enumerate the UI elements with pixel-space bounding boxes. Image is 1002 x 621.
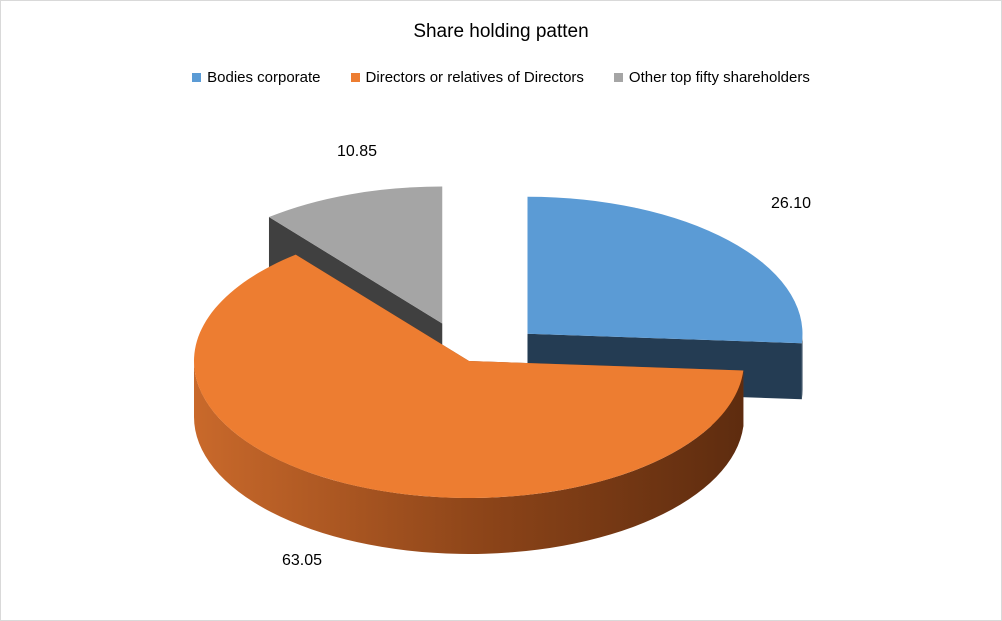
legend-swatch-other-top-fifty: [613, 73, 623, 82]
legend-entry-other-top-fifty: Other top fifty shareholders: [613, 69, 810, 86]
slice-directors: [193, 254, 744, 498]
data-label-directors: 63.05: [282, 552, 322, 569]
data-label-bodies-corporate: 26.10: [771, 195, 811, 212]
legend-label-directors: Directors or relatives of Directors: [365, 69, 584, 86]
legend: Bodies corporate Directors or relatives …: [1, 69, 1001, 86]
slice-other-top-fifty: [268, 186, 443, 324]
legend-entry-bodies-corporate: Bodies corporate: [192, 69, 321, 86]
slice-bodies-corporate: [527, 196, 803, 344]
legend-entry-directors: Directors or relatives of Directors: [350, 69, 584, 86]
chart-title: Share holding patten: [413, 21, 589, 42]
pie-slices: [193, 186, 803, 554]
data-label-other-top-fifty: 10.85: [337, 143, 377, 160]
legend-swatch-bodies-corporate: [192, 73, 202, 82]
slice-outer-wall-bodies-corporate-0: [801, 333, 803, 400]
legend-label-bodies-corporate: Bodies corporate: [207, 69, 321, 86]
legend-label-other-top-fifty: Other top fifty shareholders: [628, 69, 810, 86]
slice-outer-wall-directors-0: [194, 361, 744, 554]
legend-swatch-directors: [350, 73, 360, 82]
